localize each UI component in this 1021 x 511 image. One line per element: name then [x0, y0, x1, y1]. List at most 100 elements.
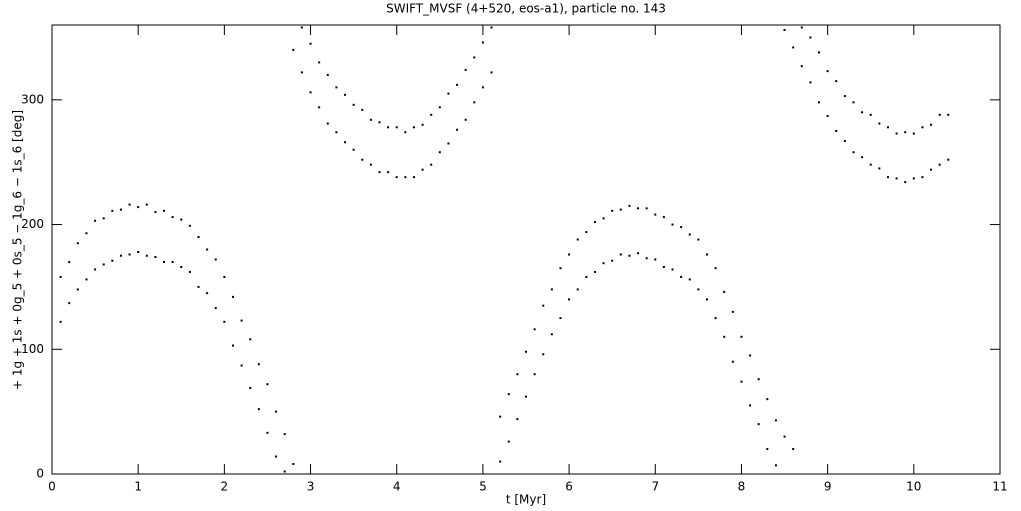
point — [206, 292, 209, 295]
point — [602, 262, 605, 265]
point — [628, 204, 631, 207]
point — [395, 126, 398, 129]
point — [369, 118, 372, 121]
point — [895, 132, 898, 135]
point — [300, 26, 303, 29]
point — [214, 258, 217, 261]
point — [283, 433, 286, 436]
point — [869, 113, 872, 116]
point — [352, 103, 355, 106]
point — [137, 206, 140, 209]
point — [438, 106, 441, 109]
point — [145, 254, 148, 257]
point — [585, 231, 588, 234]
point — [507, 440, 510, 443]
point — [318, 106, 321, 109]
point — [947, 113, 950, 116]
point — [774, 419, 777, 422]
point — [257, 363, 260, 366]
point — [895, 177, 898, 180]
point — [826, 115, 829, 118]
point — [619, 253, 622, 256]
point — [637, 252, 640, 255]
point — [249, 386, 252, 389]
point — [559, 317, 562, 320]
point — [766, 398, 769, 401]
point — [723, 335, 726, 338]
point — [507, 393, 510, 396]
point — [886, 176, 889, 179]
point — [533, 373, 536, 376]
x-tick-label: 6 — [565, 480, 573, 494]
point — [214, 307, 217, 310]
point — [921, 126, 924, 129]
chart-title: SWIFT_MVSF (4+520, eos-a1), particle no.… — [386, 2, 666, 16]
point — [792, 448, 795, 451]
point — [171, 260, 174, 263]
point — [637, 207, 640, 210]
point — [559, 267, 562, 270]
point — [809, 81, 812, 84]
point — [128, 203, 131, 206]
point — [878, 122, 881, 125]
point — [197, 236, 200, 239]
point — [576, 288, 579, 291]
point — [85, 232, 88, 235]
point — [731, 360, 734, 363]
point — [843, 139, 846, 142]
point — [275, 410, 278, 413]
point — [662, 265, 665, 268]
point — [930, 168, 933, 171]
point — [688, 278, 691, 281]
point — [757, 423, 760, 426]
point — [550, 333, 553, 336]
point — [852, 101, 855, 104]
point — [283, 470, 286, 473]
point — [361, 158, 364, 161]
point — [421, 168, 424, 171]
x-tick-label: 7 — [651, 480, 659, 494]
point — [714, 267, 717, 270]
point — [145, 203, 148, 206]
point — [473, 56, 476, 59]
point — [921, 176, 924, 179]
x-tick-label: 5 — [479, 480, 487, 494]
point — [318, 61, 321, 64]
point — [102, 217, 105, 220]
point — [516, 418, 519, 421]
point — [85, 278, 88, 281]
point — [300, 71, 303, 74]
point — [369, 163, 372, 166]
point — [76, 288, 79, 291]
point — [231, 295, 234, 298]
y-tick-label: 0 — [36, 467, 44, 481]
point — [611, 209, 614, 212]
point — [947, 158, 950, 161]
point — [111, 209, 114, 212]
point — [163, 260, 166, 263]
point — [481, 41, 484, 44]
plot-frame — [51, 24, 1001, 475]
point — [835, 80, 838, 83]
point — [464, 68, 467, 71]
point — [421, 123, 424, 126]
point — [930, 123, 933, 126]
point — [714, 317, 717, 320]
point — [749, 404, 752, 407]
point — [412, 126, 415, 129]
point — [395, 176, 398, 179]
point — [645, 257, 648, 260]
point — [447, 142, 450, 145]
point — [309, 42, 312, 45]
point — [671, 268, 674, 271]
point — [94, 219, 97, 222]
point — [533, 328, 536, 331]
point — [861, 111, 864, 114]
point — [800, 65, 803, 68]
point — [516, 373, 519, 376]
point — [826, 70, 829, 73]
y-axis-label: + 1g + 1s + 0g_5 + 0s_5 − 1g_6 − 1s_6 [d… — [11, 110, 25, 390]
point — [697, 238, 700, 241]
point — [430, 113, 433, 116]
